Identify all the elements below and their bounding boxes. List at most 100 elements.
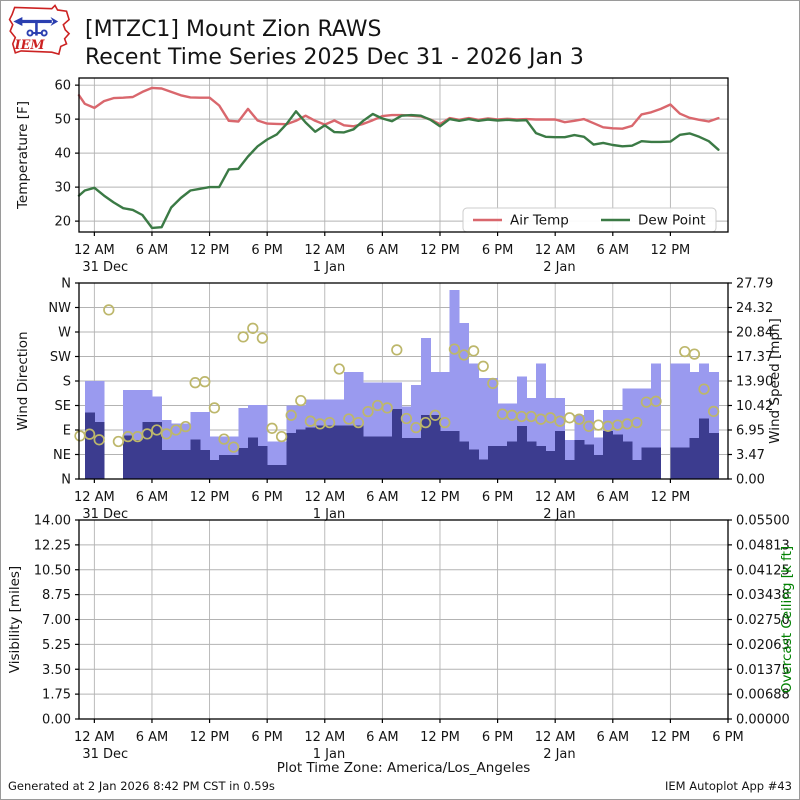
x-tick-label: 6 PM bbox=[251, 243, 282, 258]
plot-timezone-label: Plot Time Zone: America/Los_Angeles bbox=[276, 760, 531, 776]
wind-direction-point bbox=[400, 412, 413, 425]
bar bbox=[200, 412, 210, 479]
bar bbox=[622, 441, 633, 479]
bar bbox=[382, 436, 393, 479]
bar bbox=[526, 441, 537, 479]
bar bbox=[689, 438, 700, 479]
y-tick-label-right: 0.00688 bbox=[736, 688, 790, 703]
bar bbox=[324, 425, 335, 479]
bar bbox=[334, 425, 345, 479]
y-axis-label-left: Wind Direction bbox=[15, 331, 31, 430]
bar bbox=[603, 431, 614, 479]
legend-air-temp-label: Air Temp bbox=[510, 213, 569, 229]
bar bbox=[430, 414, 441, 479]
bar bbox=[257, 445, 268, 479]
bar bbox=[372, 382, 383, 479]
bar bbox=[708, 433, 719, 479]
bar bbox=[507, 441, 518, 479]
wind-direction-point bbox=[698, 383, 710, 395]
wind-direction-point bbox=[189, 377, 201, 389]
x-tick-label: 12 AM bbox=[304, 730, 345, 745]
x-tick-label: 12 PM bbox=[190, 490, 230, 505]
wind-direction-point bbox=[707, 405, 720, 418]
y-tick-label: SE bbox=[55, 399, 71, 414]
x-tick-label: 12 PM bbox=[651, 490, 691, 505]
bar bbox=[286, 433, 297, 479]
x-tick-label: 12 PM bbox=[420, 490, 460, 505]
y-tick-label: N bbox=[61, 473, 71, 488]
y-tick-label: SW bbox=[50, 350, 71, 365]
x-tick-label: 12 PM bbox=[420, 243, 460, 258]
bar bbox=[564, 440, 575, 479]
x-date-label: 2 Jan bbox=[543, 507, 575, 522]
x-tick-label: 12 AM bbox=[535, 490, 576, 505]
title-line-1: [MTZC1] Mount Zion RAWS bbox=[85, 17, 382, 42]
bar bbox=[305, 427, 316, 479]
wind-direction-point bbox=[381, 402, 393, 414]
bar bbox=[372, 436, 383, 479]
y-tick-label-right: 0.02063 bbox=[736, 638, 790, 653]
bar bbox=[315, 425, 326, 479]
bar bbox=[392, 409, 402, 479]
bar bbox=[440, 431, 450, 479]
air-temp-line bbox=[77, 86, 720, 130]
wind-direction-point bbox=[112, 435, 125, 448]
x-tick-label: 6 AM bbox=[136, 490, 169, 505]
bar bbox=[161, 450, 172, 479]
bar bbox=[123, 390, 134, 479]
bar bbox=[209, 460, 220, 479]
wind-direction-point bbox=[266, 422, 278, 434]
x-tick-label: 6 PM bbox=[482, 243, 513, 258]
bar bbox=[459, 323, 470, 479]
bar bbox=[257, 404, 268, 479]
x-date-label: 1 Jan bbox=[313, 260, 345, 275]
bar bbox=[363, 436, 374, 479]
bar bbox=[536, 445, 546, 479]
page-title: [MTZC1] Mount Zion RAWS Recent Time Seri… bbox=[85, 16, 584, 72]
y-tick-label-right: 20.84 bbox=[736, 326, 773, 341]
x-tick-label: 12 PM bbox=[651, 243, 691, 258]
wind-direction-points bbox=[74, 304, 720, 453]
bar bbox=[632, 388, 642, 479]
y-tick-label-right: 3.47 bbox=[736, 448, 765, 463]
wind-direction-point bbox=[285, 409, 297, 421]
x-tick-label: 6 AM bbox=[136, 243, 169, 258]
bar bbox=[420, 414, 431, 479]
bar bbox=[689, 371, 700, 479]
bar bbox=[267, 464, 278, 479]
y-axis-label-right: Wind Speed [mph] bbox=[767, 318, 783, 444]
wind-direction-point bbox=[429, 409, 441, 421]
y-tick-label-right: 27.79 bbox=[736, 277, 773, 292]
y-tick-label-right: 10.42 bbox=[736, 399, 773, 414]
wind-direction-point bbox=[237, 331, 249, 343]
bar bbox=[507, 403, 518, 479]
y-tick-label: N bbox=[61, 277, 71, 292]
wind-direction-point bbox=[170, 424, 182, 436]
wind-direction-point bbox=[554, 415, 566, 427]
wind-direction-point bbox=[688, 348, 701, 360]
bar bbox=[555, 431, 566, 479]
x-tick-label: 6 PM bbox=[712, 730, 743, 745]
wind-direction-point bbox=[410, 421, 422, 434]
wind-direction-point bbox=[333, 363, 345, 375]
bar bbox=[680, 447, 690, 479]
bar bbox=[219, 455, 230, 479]
bar bbox=[680, 363, 690, 479]
x-tick-label: 6 PM bbox=[482, 730, 513, 745]
x-date-label: 31 Dec bbox=[82, 260, 128, 275]
bar bbox=[670, 363, 681, 479]
wind-direction-point bbox=[487, 377, 499, 390]
bar bbox=[344, 425, 354, 479]
x-tick-label: 12 AM bbox=[535, 730, 576, 745]
wind-direction-point bbox=[343, 413, 355, 425]
bar bbox=[353, 425, 364, 479]
generated-timestamp: Generated at 2 Jan 2026 8:42 PM CST in 0… bbox=[8, 779, 275, 793]
bar bbox=[651, 363, 662, 479]
y-tick-label-right: 0.04813 bbox=[736, 538, 790, 553]
bar bbox=[545, 397, 556, 479]
y-tick-label: S bbox=[63, 375, 71, 390]
wind-direction-point bbox=[448, 343, 461, 355]
bar bbox=[488, 445, 498, 479]
y-tick-label-right: 0.01375 bbox=[736, 663, 790, 678]
